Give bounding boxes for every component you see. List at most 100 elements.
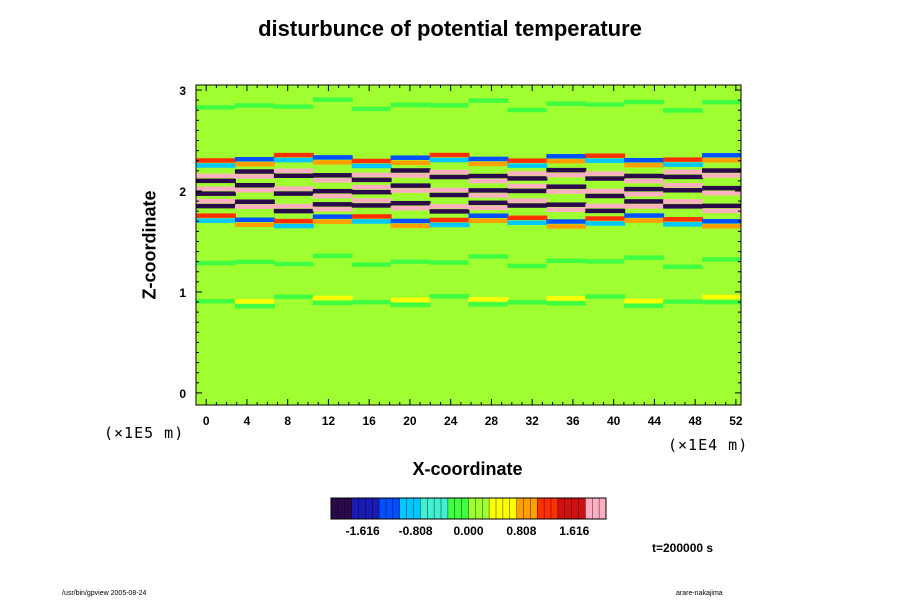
band-cell [351, 262, 392, 267]
band-cell [273, 104, 314, 109]
x-tick-label: 40 [607, 414, 621, 428]
band-cell [546, 263, 587, 269]
band-cell [196, 198, 236, 204]
band-cell [546, 202, 587, 207]
band-cell [196, 260, 236, 266]
band-cell [663, 199, 704, 204]
band-cell [624, 303, 665, 309]
band-cell [546, 189, 587, 194]
chart-title: disturbunce of potential temperature [258, 16, 642, 41]
colorbar-cell [489, 498, 497, 519]
colorbar-cell [413, 498, 421, 519]
band-cell [507, 183, 548, 189]
band-cell [273, 294, 314, 300]
band-cell [702, 158, 741, 163]
band-cell [351, 214, 392, 219]
colorbar-cell [406, 498, 414, 519]
band-cell [351, 172, 392, 178]
band-cell [468, 205, 509, 211]
band-cell [351, 184, 392, 190]
band-cell [585, 176, 626, 181]
band-cell [585, 102, 626, 107]
band-cell [351, 106, 392, 112]
band-cell [663, 157, 704, 162]
x-tick-label: 36 [566, 414, 580, 428]
band-cell [468, 173, 509, 179]
colorbar-cell [592, 498, 600, 519]
band-cell [234, 187, 275, 193]
x-tick-label: 44 [648, 414, 662, 428]
field-band [196, 253, 741, 270]
band-cell [624, 99, 665, 105]
band-cell [429, 192, 470, 198]
band-cell [273, 168, 314, 174]
band-cell [351, 219, 392, 224]
band-cell [351, 163, 392, 169]
band-cell [546, 101, 587, 106]
band-cell [468, 218, 509, 223]
x-tick-label: 48 [688, 414, 702, 428]
footer-right: arare-nakajima [676, 590, 723, 597]
colorbar-cell [571, 498, 579, 519]
band-cell [585, 158, 626, 163]
colorbar-cell [386, 498, 394, 519]
band-cell [196, 186, 236, 191]
band-cell [390, 205, 431, 211]
band-cell [429, 209, 470, 214]
band-cell [351, 304, 392, 310]
band-cell [312, 214, 353, 219]
band-cell [234, 156, 275, 162]
band-cell [663, 299, 704, 304]
band-cell [390, 223, 431, 229]
band-cell [273, 223, 314, 229]
band-cell [429, 169, 470, 175]
colorbar-frame [330, 497, 607, 520]
band-cell [585, 221, 626, 226]
band-cell [312, 300, 353, 306]
band-cell [234, 161, 275, 167]
band-cell [234, 169, 275, 174]
colorbar-cell [509, 498, 517, 519]
field-background [196, 85, 741, 405]
band-cell [663, 204, 704, 209]
band-cell [546, 207, 587, 212]
band-cell [663, 259, 704, 265]
band-cell [702, 168, 741, 173]
field-band [196, 213, 741, 229]
y-axis-label: Z-coordinate [139, 190, 160, 300]
colorbar-tick-label: 0.808 [506, 524, 536, 538]
colorbar-cell [585, 498, 593, 519]
band-cell [468, 302, 509, 307]
band-cell [429, 187, 470, 193]
colorbar-cell [599, 498, 607, 519]
band-cell [702, 208, 741, 214]
band-cell [312, 295, 353, 301]
x-tick-label: 24 [444, 414, 458, 428]
band-cell [624, 173, 665, 179]
band-cell [663, 217, 704, 222]
x-tick-label: 28 [485, 414, 499, 428]
band-cell [312, 178, 353, 183]
band-cell [702, 203, 741, 209]
band-cell [663, 222, 704, 227]
band-cell [663, 169, 704, 175]
colorbar-cell [344, 498, 352, 519]
band-cell [585, 208, 626, 214]
band-cell [234, 182, 275, 188]
colorbar-cell [461, 498, 469, 519]
band-cell [429, 174, 470, 180]
band-cell [234, 222, 275, 227]
band-cell [624, 162, 665, 168]
band-cell [585, 203, 626, 209]
band-cell [546, 184, 587, 189]
band-cell [273, 99, 314, 104]
colorbar: -1.616 -0.808 0.000 0.808 1.616 [330, 497, 607, 538]
x-tick-label: 32 [525, 414, 539, 428]
band-cell [273, 218, 314, 224]
band-cell [624, 186, 665, 192]
band-cell [390, 107, 431, 113]
band-cell [663, 174, 704, 180]
band-cell [196, 191, 236, 196]
colorbar-cell [468, 498, 476, 519]
